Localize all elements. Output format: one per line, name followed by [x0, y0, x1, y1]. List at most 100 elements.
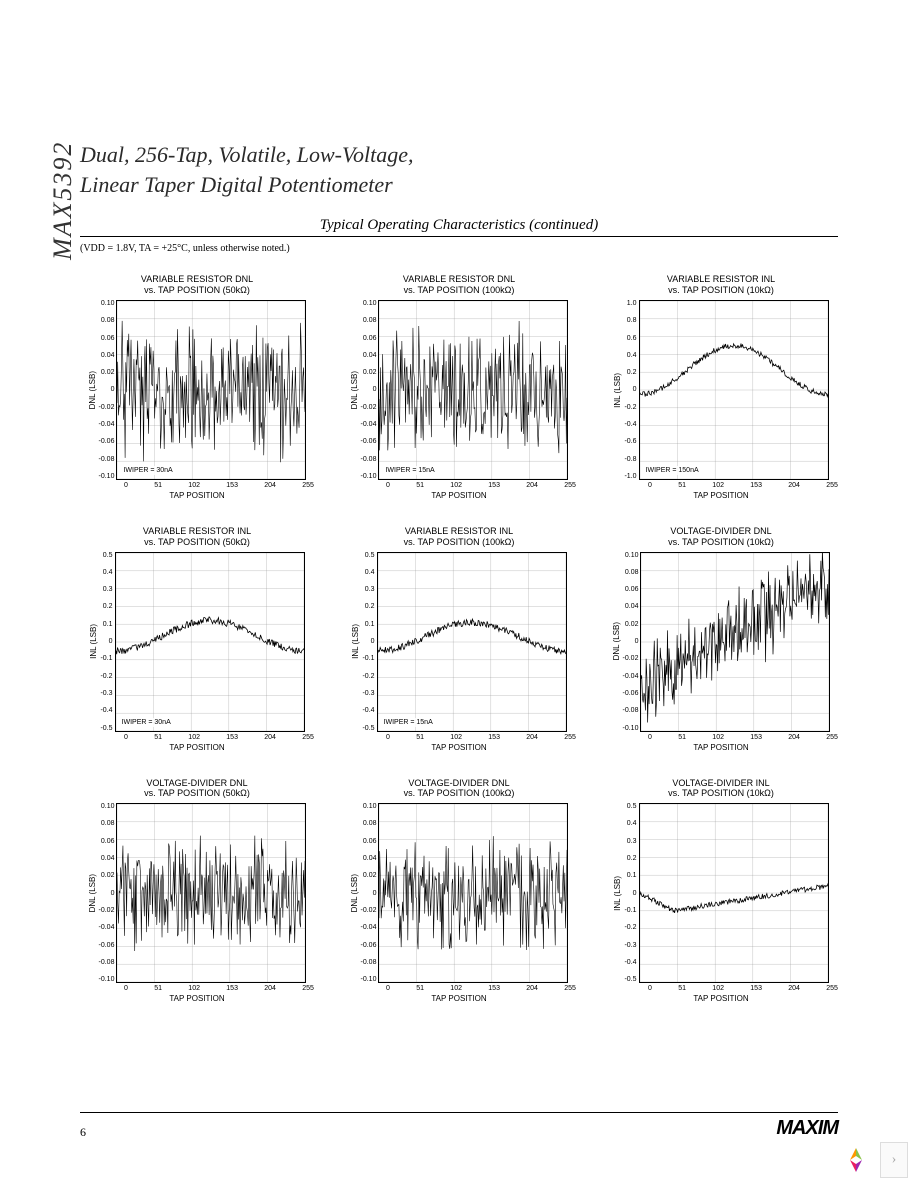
ytick-label: -0.02 [361, 907, 377, 914]
ytick-label: 0.02 [623, 621, 639, 628]
chart-annotation: IWIPER = 30nA [120, 718, 173, 727]
ytick-label: -0.4 [624, 959, 636, 966]
x-axis-ticks: 051102153204255 [648, 482, 838, 489]
xtick-label: 153 [488, 482, 500, 489]
ytick-label: -0.08 [361, 959, 377, 966]
xtick-label: 255 [564, 482, 576, 489]
ytick-label: 0.08 [361, 820, 377, 827]
xtick-label: 51 [154, 482, 162, 489]
xtick-label: 204 [526, 482, 538, 489]
xtick-label: 102 [450, 985, 462, 992]
y-axis-ticks: 0.100.080.060.040.020-0.02-0.04-0.06-0.0… [99, 803, 115, 983]
xtick-label: 153 [226, 734, 238, 741]
ytick-label: -0.10 [623, 725, 639, 732]
ytick-label: -0.08 [99, 456, 115, 463]
xtick-label: 102 [188, 482, 200, 489]
chart-title: VARIABLE RESISTOR INLvs. TAP POSITION (1… [667, 274, 775, 296]
ytick-label: 0.4 [624, 352, 636, 359]
viewer-next-button[interactable]: › [880, 1142, 908, 1178]
xtick-label: 102 [712, 734, 724, 741]
xtick-label: 51 [416, 482, 424, 489]
x-axis-ticks: 051102153204255 [648, 985, 838, 992]
viewer-nav-widget: › [838, 1142, 908, 1178]
xtick-label: 204 [264, 482, 276, 489]
xtick-label: 51 [678, 985, 686, 992]
xtick-label: 0 [386, 734, 390, 741]
chart-c6: VOLTAGE-DIVIDER DNLvs. TAP POSITION (10k… [604, 526, 838, 752]
y-axis-ticks: 0.50.40.30.20.10-0.1-0.2-0.3-0.4-0.5 [100, 552, 112, 732]
ytick-label: -0.4 [624, 421, 636, 428]
chart-title: VOLTAGE-DIVIDER DNLvs. TAP POSITION (50k… [144, 778, 250, 800]
x-axis-label: TAP POSITION [431, 994, 486, 1003]
ytick-label: -0.04 [361, 924, 377, 931]
xtick-label: 255 [564, 985, 576, 992]
ytick-label: -0.02 [361, 404, 377, 411]
xtick-label: 204 [264, 985, 276, 992]
x-axis-ticks: 051102153204255 [648, 734, 838, 741]
x-axis-label: TAP POSITION [693, 994, 748, 1003]
x-axis-ticks: 051102153204255 [124, 734, 314, 741]
ytick-label: 0 [362, 638, 374, 645]
ytick-label: -0.3 [362, 690, 374, 697]
ytick-label: 0 [361, 890, 377, 897]
xtick-label: 0 [386, 482, 390, 489]
chart-annotation: IWIPER = 15nA [383, 466, 436, 475]
xtick-label: 102 [188, 985, 200, 992]
y-axis-label: INL (LSB) [351, 624, 360, 659]
y-axis-label: DNL (LSB) [88, 874, 97, 912]
xtick-label: 153 [750, 985, 762, 992]
x-axis-ticks: 051102153204255 [124, 985, 314, 992]
chart-plot-area: IWIPER = 30nA [116, 300, 306, 480]
xtick-label: 153 [226, 482, 238, 489]
ytick-label: 0.4 [362, 569, 374, 576]
xtick-label: 204 [526, 985, 538, 992]
ytick-label: 0.4 [624, 820, 636, 827]
ytick-label: 0.5 [624, 803, 636, 810]
y-axis-ticks: 1.00.80.60.40.20-0.2-0.4-0.6-0.8-1.0 [624, 300, 636, 480]
xtick-label: 204 [788, 482, 800, 489]
ytick-label: -0.10 [99, 473, 115, 480]
xtick-label: 102 [712, 985, 724, 992]
xtick-label: 0 [124, 734, 128, 741]
xtick-label: 153 [226, 985, 238, 992]
ytick-label: 0.08 [99, 820, 115, 827]
chart-c5: VARIABLE RESISTOR INLvs. TAP POSITION (1… [342, 526, 576, 752]
ytick-label: 0.4 [100, 569, 112, 576]
ytick-label: -0.10 [361, 976, 377, 983]
xtick-label: 51 [416, 734, 424, 741]
xtick-label: 0 [386, 985, 390, 992]
ytick-label: -0.3 [624, 942, 636, 949]
x-axis-label: TAP POSITION [693, 491, 748, 500]
ytick-label: 0.2 [100, 603, 112, 610]
chart-annotation: IWIPER = 30nA [121, 466, 174, 475]
xtick-label: 255 [826, 985, 838, 992]
x-axis-label: TAP POSITION [169, 491, 224, 500]
y-axis-label: DNL (LSB) [350, 371, 359, 409]
chart-c4: VARIABLE RESISTOR INLvs. TAP POSITION (5… [80, 526, 314, 752]
page-number: 6 [80, 1125, 86, 1140]
viewer-logo-icon[interactable] [838, 1142, 874, 1178]
ytick-label: 0.3 [624, 838, 636, 845]
ytick-label: 1.0 [624, 300, 636, 307]
ytick-label: -0.08 [623, 707, 639, 714]
ytick-label: -0.6 [624, 438, 636, 445]
y-axis-label: INL (LSB) [89, 624, 98, 659]
ytick-label: 0.10 [99, 300, 115, 307]
ytick-label: -0.10 [99, 976, 115, 983]
ytick-label: -0.06 [99, 438, 115, 445]
title-line-1: Dual, 256-Tap, Volatile, Low-Voltage, [80, 142, 413, 167]
xtick-label: 102 [712, 482, 724, 489]
ytick-label: -0.08 [361, 456, 377, 463]
ytick-label: -0.04 [623, 673, 639, 680]
ytick-label: 0.2 [624, 369, 636, 376]
xtick-label: 204 [526, 734, 538, 741]
ytick-label: 0.08 [361, 317, 377, 324]
ytick-label: 0.04 [623, 603, 639, 610]
ytick-label: -0.1 [624, 907, 636, 914]
ytick-label: 0.2 [362, 603, 374, 610]
chart-title: VOLTAGE-DIVIDER INLvs. TAP POSITION (10k… [668, 778, 774, 800]
page-footer: 6 MAXIM [80, 1112, 838, 1140]
xtick-label: 102 [450, 482, 462, 489]
ytick-label: 0.06 [361, 335, 377, 342]
ytick-label: 0.08 [623, 569, 639, 576]
